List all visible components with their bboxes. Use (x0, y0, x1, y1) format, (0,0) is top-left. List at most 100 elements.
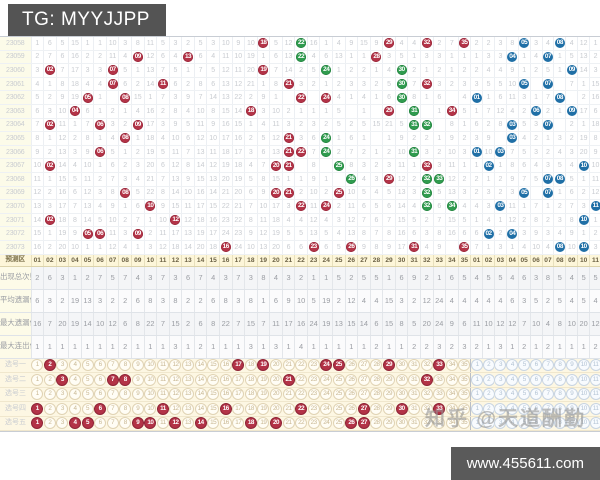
pick-red-cell[interactable]: 14 (194, 416, 207, 431)
pick-red-cell[interactable]: 26 (345, 387, 358, 402)
pick-red-cell[interactable]: 32 (420, 358, 433, 373)
pick-blue-cell[interactable]: 4 (506, 416, 519, 431)
pick-red-cell[interactable]: 2 (43, 372, 57, 388)
pick-red-cell[interactable]: 6 (93, 372, 107, 388)
pick-red-cell[interactable]: 34 (445, 387, 459, 402)
pick-red-cell[interactable]: 34 (445, 401, 459, 417)
pick-row[interactable]: 选号三 1 2 3 4 5 6 7 8 9 10 11 12 13 14 15 16 17 18 19 20 21 22 23… (0, 387, 600, 402)
pick-blue-cell[interactable]: 6 (530, 358, 543, 373)
pick-red-cell[interactable]: 2 (43, 401, 57, 417)
pick-blue-cell[interactable]: 7 (542, 372, 554, 388)
pick-red-cell[interactable]: 33 (433, 372, 446, 388)
pick-red-cell[interactable]: 10 (144, 387, 157, 402)
pick-blue-cell[interactable]: 2 (482, 372, 495, 388)
pick-blue-cell[interactable]: 7 (542, 358, 554, 373)
pick-red-cell[interactable]: 28 (370, 401, 383, 417)
pick-blue-cell[interactable]: 5 (518, 372, 531, 388)
pick-red-cell[interactable]: 11 (156, 372, 170, 388)
pick-blue-cell[interactable]: 1 (470, 358, 483, 373)
pick-red-cell[interactable]: 11 (156, 416, 170, 431)
pick-red-cell[interactable]: 22 (294, 387, 308, 402)
pick-red-cell[interactable]: 14 (194, 401, 207, 417)
pick-blue-cell[interactable]: 1 (470, 416, 483, 431)
pick-red-cell[interactable]: 19 (257, 387, 270, 402)
pick-red-cell[interactable]: 12 (169, 416, 182, 431)
pick-red-cell[interactable]: 8 (118, 387, 132, 402)
pick-red-cell[interactable]: 23 (307, 401, 320, 417)
pick-red-cell[interactable]: 30 (395, 401, 408, 417)
pick-red-cell[interactable]: 7 (106, 358, 119, 373)
pick-red-cell[interactable]: 32 (420, 401, 433, 417)
pick-red-cell[interactable]: 32 (420, 372, 433, 388)
pick-red-cell[interactable]: 32 (420, 387, 433, 402)
pick-red-cell[interactable]: 18 (244, 416, 258, 431)
pick-red-cell[interactable]: 14 (194, 387, 207, 402)
pick-red-cell[interactable]: 33 (433, 401, 446, 417)
pick-row[interactable]: 选号四 1 2 3 4 5 6 7 8 9 10 11 12 13 14 15 16 17 18 19 20 21 22 23… (0, 401, 600, 417)
pick-red-cell[interactable]: 21 (282, 401, 295, 417)
pick-red-cell[interactable]: 6 (93, 387, 107, 402)
pick-red-cell[interactable]: 35 (458, 416, 471, 431)
pick-blue-cell[interactable]: 2 (482, 358, 495, 373)
pick-red-cell[interactable]: 15 (206, 387, 220, 402)
pick-blue-cell[interactable]: 10 (577, 372, 590, 388)
pick-red-cell[interactable]: 8 (118, 372, 132, 388)
pick-red-cell[interactable]: 11 (156, 401, 170, 417)
pick-red-cell[interactable]: 31 (407, 401, 421, 417)
pick-red-cell[interactable]: 5 (81, 416, 94, 431)
pick-blue-cell[interactable]: 6 (530, 416, 543, 431)
pick-red-cell[interactable]: 35 (458, 401, 471, 417)
pick-red-cell[interactable]: 19 (257, 372, 270, 388)
pick-blue-cell[interactable]: 7 (542, 416, 554, 431)
pick-blue-cell[interactable]: 5 (518, 387, 531, 402)
pick-red-cell[interactable]: 27 (357, 372, 371, 388)
pick-red-cell[interactable]: 17 (232, 387, 245, 402)
pick-red-cell[interactable]: 24 (319, 416, 333, 431)
pick-red-cell[interactable]: 24 (319, 401, 333, 417)
pick-red-cell[interactable]: 5 (81, 358, 94, 373)
pick-red-cell[interactable]: 28 (370, 358, 383, 373)
pick-red-cell[interactable]: 35 (458, 358, 471, 373)
pick-red-cell[interactable]: 6 (93, 401, 107, 417)
pick-blue-cell[interactable]: 3 (494, 372, 507, 388)
pick-blue-cell[interactable]: 3 (494, 416, 507, 431)
pick-red-cell[interactable]: 33 (433, 358, 446, 373)
pick-red-cell[interactable]: 2 (43, 358, 57, 373)
pick-red-cell[interactable]: 15 (206, 372, 220, 388)
pick-blue-cell[interactable]: 5 (518, 358, 531, 373)
pick-red-cell[interactable]: 15 (206, 401, 220, 417)
pick-blue-cell[interactable]: 1 (470, 401, 483, 417)
pick-red-cell[interactable]: 9 (131, 387, 145, 402)
pick-blue-cell[interactable]: 5 (518, 416, 531, 431)
pick-row[interactable]: 选号二 1 2 3 4 5 6 7 8 9 10 11 12 13 14 15 16 17 18 19 20 21 22 23… (0, 372, 600, 388)
pick-red-cell[interactable]: 9 (131, 372, 145, 388)
pick-red-cell[interactable]: 33 (433, 416, 446, 431)
pick-blue-cell[interactable]: 9 (565, 372, 578, 388)
pick-blue-cell[interactable]: 8 (553, 401, 566, 417)
pick-red-cell[interactable]: 13 (181, 416, 195, 431)
pick-red-cell[interactable]: 4 (68, 416, 82, 431)
pick-red-cell[interactable]: 7 (106, 401, 119, 417)
pick-red-cell[interactable]: 25 (332, 401, 346, 417)
pick-red-cell[interactable]: 27 (357, 387, 371, 402)
pick-red-cell[interactable]: 10 (144, 416, 157, 431)
pick-red-cell[interactable]: 29 (382, 401, 396, 417)
pick-red-cell[interactable]: 33 (433, 387, 446, 402)
pick-blue-cell[interactable]: 6 (530, 387, 543, 402)
pick-red-cell[interactable]: 20 (269, 372, 283, 388)
pick-red-cell[interactable]: 11 (156, 387, 170, 402)
pick-red-cell[interactable]: 17 (232, 358, 245, 373)
pick-red-cell[interactable]: 10 (144, 372, 157, 388)
pick-red-cell[interactable]: 19 (257, 416, 270, 431)
pick-red-cell[interactable]: 27 (357, 401, 371, 417)
pick-red-cell[interactable]: 13 (181, 401, 195, 417)
pick-red-cell[interactable]: 1 (31, 372, 44, 388)
pick-red-cell[interactable]: 24 (319, 387, 333, 402)
pick-red-cell[interactable]: 9 (131, 416, 145, 431)
pick-row[interactable]: 选号一 1 2 3 4 5 6 7 8 9 10 11 12 13 14 15 16 17 18 19 20 21 22 23… (0, 358, 600, 373)
pick-red-cell[interactable]: 7 (106, 387, 119, 402)
pick-red-cell[interactable]: 12 (169, 372, 182, 388)
pick-red-cell[interactable]: 22 (294, 372, 308, 388)
pick-blue-cell[interactable]: 11 (589, 401, 600, 417)
pick-red-cell[interactable]: 3 (56, 416, 69, 431)
